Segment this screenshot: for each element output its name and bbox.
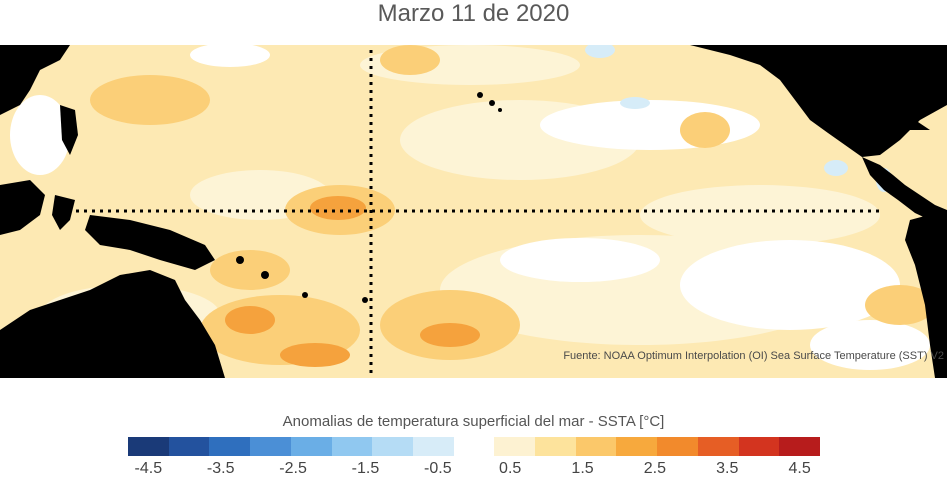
colorbar-cell [738, 437, 780, 456]
land-masses [0, 45, 947, 378]
sst-anomaly-map [0, 45, 947, 378]
colorbar-tick-label: 1.5 [571, 460, 594, 477]
colorbar-cell [209, 437, 251, 456]
data-source-note: Fuente: NOAA Optimum Interpolation (OI) … [563, 350, 944, 362]
land-new-guinea [85, 215, 215, 270]
colorbar-tick-label: -2.5 [279, 460, 307, 477]
land-south-america [905, 210, 947, 378]
colorbar-cell [412, 437, 454, 456]
colorbar-cell [494, 437, 536, 456]
anomaly-patches-hot [225, 196, 480, 367]
colorbar-ticks: -4.5 -3.5 -2.5 -1.5 -0.5 0.5 1.5 2.5 3.5 4.5 [0, 460, 947, 480]
colorbar-cell [372, 437, 413, 456]
colorbar-cell [168, 437, 210, 456]
colorbar-cell [697, 437, 739, 456]
land-cuba [890, 115, 930, 130]
colorbar-tick-label: 0.5 [499, 460, 522, 477]
colorbar-cell [575, 437, 617, 456]
land-central-america [862, 157, 947, 225]
colorbar-title: Anomalias de temperatura superficial del… [282, 413, 665, 430]
colorbar-cell [779, 437, 820, 456]
colorbar-cell [331, 437, 373, 456]
land-asia [0, 45, 70, 115]
colorbar-tick-label: 2.5 [643, 460, 667, 477]
land-sulawesi [52, 195, 75, 230]
land-borneo [0, 180, 45, 235]
colorbar-cell [453, 437, 495, 456]
colorbar-tick-label: 4.5 [788, 460, 811, 477]
colorbar-tick-label: -1.5 [351, 460, 380, 477]
colorbar [128, 437, 820, 456]
colorbar-cell [657, 437, 698, 456]
land-philippines [60, 105, 78, 155]
land-australia [0, 270, 225, 378]
colorbar-tick-label: -3.5 [206, 460, 235, 477]
colorbar-cell [616, 437, 658, 456]
colorbar-cell [535, 437, 576, 456]
colorbar-tick-label: 3.5 [716, 460, 739, 477]
colorbar-cell [250, 437, 291, 456]
colorbar-cell [290, 437, 332, 456]
land-north-america [690, 45, 947, 157]
colorbar-tick-label: -0.5 [424, 460, 452, 477]
map-title: Marzo 11 de 2020 [377, 0, 570, 27]
colorbar-cell [128, 437, 169, 456]
colorbar-tick-label: -4.5 [134, 460, 163, 477]
